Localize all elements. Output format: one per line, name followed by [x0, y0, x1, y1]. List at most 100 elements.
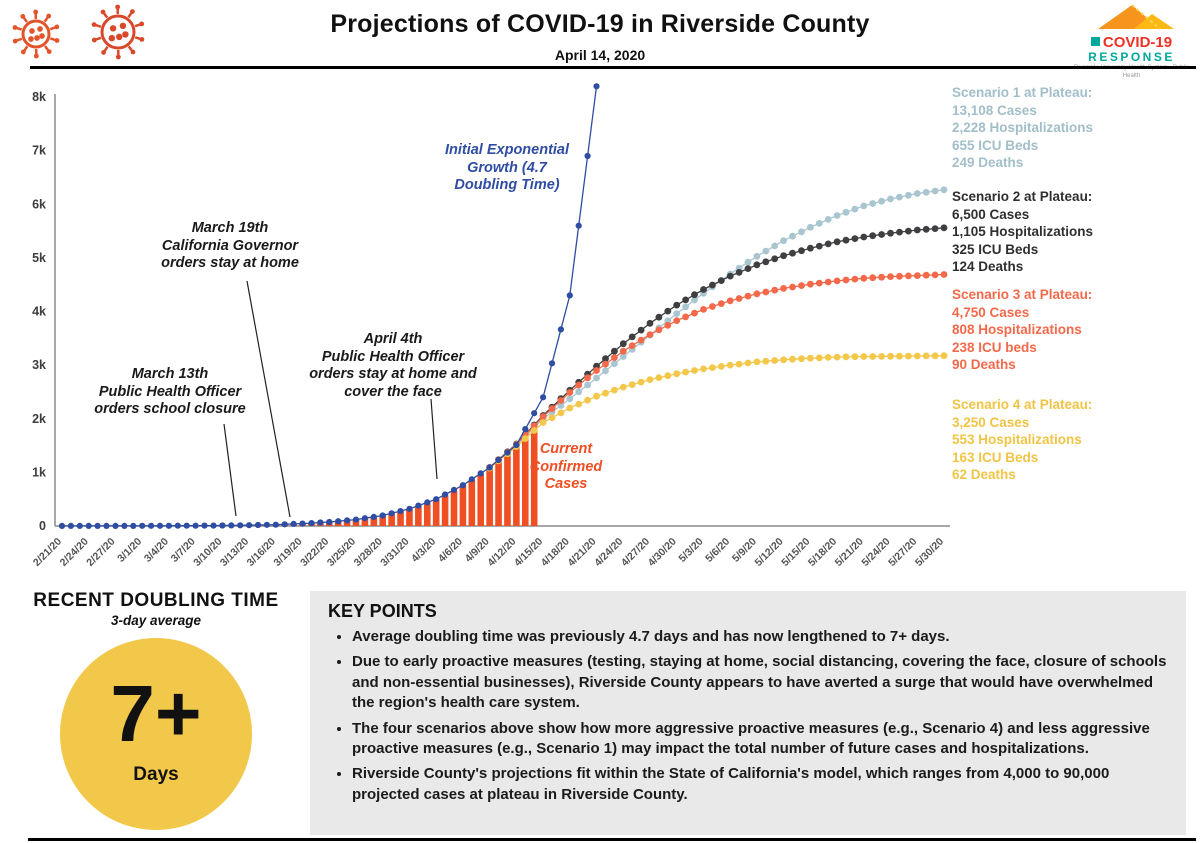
confirmed-cases-bar: [379, 515, 387, 526]
series-dot: [922, 188, 930, 196]
series-dot: [878, 353, 885, 360]
series-dot: [753, 261, 761, 269]
series-dot: [602, 389, 609, 397]
series-dot: [468, 476, 475, 483]
annotation-exp-growth: Initial Exponential Growth (4.7 Doubling…: [444, 142, 570, 194]
series-dot: [780, 252, 787, 260]
x-tick-label: 5/24/20: [859, 536, 892, 569]
series-dot: [646, 331, 654, 338]
y-tick-label: 0: [39, 519, 46, 533]
series-dot: [450, 486, 458, 493]
logo-square-icon: [1090, 37, 1100, 46]
series-dot: [263, 521, 270, 528]
series-dot: [851, 275, 859, 283]
key-point-item: Average doubling time was previously 4.7…: [352, 627, 1170, 647]
confirmed-cases-bar: [406, 508, 413, 526]
confirmed-cases-bar: [459, 485, 467, 526]
series-dot: [335, 518, 342, 525]
series-dot: [726, 272, 734, 280]
series-dot: [762, 258, 770, 266]
series-dot: [726, 297, 734, 305]
series-dot: [744, 292, 752, 300]
series-dot: [566, 404, 574, 412]
y-tick-label: 4k: [32, 305, 46, 319]
series-dot: [887, 229, 894, 237]
logo-line1: COVID-19: [1069, 35, 1194, 50]
series-dot: [664, 321, 672, 329]
series-dot: [352, 516, 360, 523]
series-dot: [869, 353, 877, 360]
series-dot: [922, 271, 930, 279]
series-dot: [913, 352, 921, 360]
series-dot: [539, 413, 547, 420]
series-dot: [887, 195, 894, 203]
series-dot: [771, 242, 779, 250]
series-dot: [246, 522, 253, 529]
series-dot: [210, 522, 217, 529]
x-tick-label: 3/19/20: [271, 536, 304, 569]
virus-glyph: [12, 9, 60, 59]
series-dot: [824, 354, 832, 361]
series-dot: [896, 228, 903, 236]
series-dot: [673, 310, 681, 317]
confirmed-cases-bar: [370, 517, 378, 526]
series-dot: [815, 279, 823, 287]
series-dot: [584, 152, 591, 160]
confirmed-cases-bar: [432, 499, 440, 526]
series-dot: [566, 292, 573, 299]
series-dot: [691, 296, 698, 304]
legend-scenario-title: Scenario 1 at Plateau:: [952, 85, 1093, 100]
series-dot: [717, 363, 725, 370]
series-dot: [575, 222, 582, 229]
x-tick-label: 3/31/20: [378, 536, 411, 569]
series-dot: [940, 352, 948, 360]
series-dot: [842, 353, 850, 361]
confirmed-cases-bar: [521, 435, 529, 526]
series-dot: [379, 512, 386, 519]
series-dot: [575, 388, 583, 396]
x-tick-label: 5/21/20: [833, 536, 866, 569]
x-tick-label: 3/22/20: [298, 536, 331, 569]
series-dot: [219, 522, 226, 529]
series-dot: [940, 186, 948, 194]
key-points-title: KEY POINTS: [328, 601, 437, 621]
series-dot: [637, 336, 645, 344]
x-tick-label: 5/6/20: [703, 536, 732, 565]
series-dot: [762, 357, 770, 365]
x-tick-label: 2/24/20: [58, 536, 91, 569]
series-dot: [682, 303, 689, 311]
series-dot: [76, 522, 83, 529]
series-dot: [789, 355, 796, 363]
virus-icons: [6, 2, 176, 71]
series-dot: [807, 280, 814, 288]
series-dot: [174, 522, 181, 529]
series-dot: [789, 232, 796, 240]
series-dot: [842, 276, 850, 284]
legend-scenario-stat: 4,750 Cases: [952, 304, 1030, 320]
x-tick-label: 3/4/20: [142, 536, 171, 565]
x-tick-label: 2/21/20: [31, 536, 64, 569]
series-dot: [860, 233, 868, 241]
annotation-leader-line: [430, 398, 438, 480]
series-dot: [593, 83, 600, 90]
series-dot: [611, 354, 618, 361]
series-dot: [833, 238, 841, 246]
legend-scenario-stat: 6,500 Cases: [952, 206, 1030, 222]
series-dot: [700, 286, 707, 293]
y-tick-label: 8k: [32, 90, 46, 104]
series-dot: [878, 231, 885, 238]
series-dot: [557, 402, 565, 409]
series-dot: [602, 367, 609, 375]
series-dot: [58, 522, 66, 529]
series-dot: [833, 212, 841, 219]
scenario-legend: Scenario 1 at Plateau: 13,108 Cases 2,228 …: [952, 78, 1198, 588]
header-divider: [30, 66, 1196, 69]
series-dot: [486, 464, 493, 471]
series-dot: [869, 274, 877, 282]
series-dot: [557, 397, 565, 404]
series-dot: [344, 517, 351, 524]
series-dot: [611, 386, 618, 394]
series-dot: [85, 522, 92, 529]
series-dot: [459, 482, 466, 489]
series-dot: [308, 520, 315, 527]
